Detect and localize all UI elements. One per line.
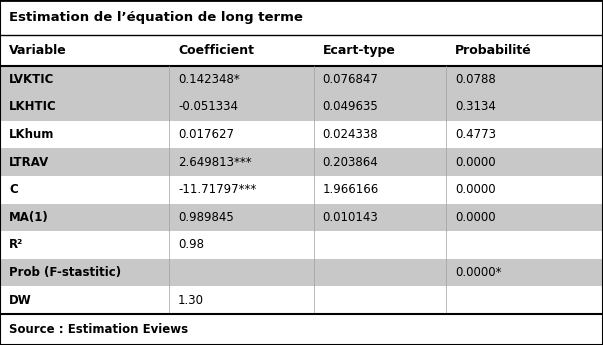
Bar xyxy=(0,231,603,259)
Bar xyxy=(0,286,603,314)
Text: 0.0000: 0.0000 xyxy=(455,211,496,224)
Text: 2.649813***: 2.649813*** xyxy=(178,156,251,169)
Text: Source : Estimation Eviews: Source : Estimation Eviews xyxy=(9,323,188,336)
Bar xyxy=(0,34,603,66)
Text: 0.017627: 0.017627 xyxy=(178,128,234,141)
Bar xyxy=(0,93,603,121)
Text: 0.989845: 0.989845 xyxy=(178,211,233,224)
Text: 1.966166: 1.966166 xyxy=(323,183,379,196)
Text: 0.203864: 0.203864 xyxy=(323,156,378,169)
Text: R²: R² xyxy=(9,238,24,252)
Text: Ecart-type: Ecart-type xyxy=(323,43,396,57)
Text: 0.024338: 0.024338 xyxy=(323,128,378,141)
Bar xyxy=(0,259,603,286)
Text: LVKTIC: LVKTIC xyxy=(9,73,54,86)
Bar xyxy=(0,314,603,345)
Text: LKhum: LKhum xyxy=(9,128,54,141)
Text: 0.0000*: 0.0000* xyxy=(455,266,502,279)
Text: 0.142348*: 0.142348* xyxy=(178,73,239,86)
Text: -11.71797***: -11.71797*** xyxy=(178,183,256,196)
Text: 0.3134: 0.3134 xyxy=(455,100,496,114)
Bar xyxy=(0,121,603,148)
Text: DW: DW xyxy=(9,294,32,307)
Text: 0.0788: 0.0788 xyxy=(455,73,496,86)
Text: LTRAV: LTRAV xyxy=(9,156,49,169)
Bar xyxy=(0,204,603,231)
Text: Variable: Variable xyxy=(9,43,67,57)
Text: C: C xyxy=(9,183,18,196)
Text: 1.30: 1.30 xyxy=(178,294,204,307)
Text: LKHTIC: LKHTIC xyxy=(9,100,57,114)
Text: -0.051334: -0.051334 xyxy=(178,100,238,114)
Text: 0.98: 0.98 xyxy=(178,238,204,252)
Text: Coefficient: Coefficient xyxy=(178,43,254,57)
Bar xyxy=(0,66,603,93)
Text: Probabilité: Probabilité xyxy=(455,43,532,57)
Text: 0.0000: 0.0000 xyxy=(455,156,496,169)
Text: 0.0000: 0.0000 xyxy=(455,183,496,196)
Bar xyxy=(0,176,603,204)
Text: 0.076847: 0.076847 xyxy=(323,73,379,86)
Text: Estimation de l’équation de long terme: Estimation de l’équation de long terme xyxy=(9,11,303,24)
Text: 0.010143: 0.010143 xyxy=(323,211,378,224)
Bar xyxy=(0,148,603,176)
Text: MA(1): MA(1) xyxy=(9,211,49,224)
Text: 0.4773: 0.4773 xyxy=(455,128,496,141)
Text: Prob (F-stastitic): Prob (F-stastitic) xyxy=(9,266,121,279)
Text: 0.049635: 0.049635 xyxy=(323,100,378,114)
